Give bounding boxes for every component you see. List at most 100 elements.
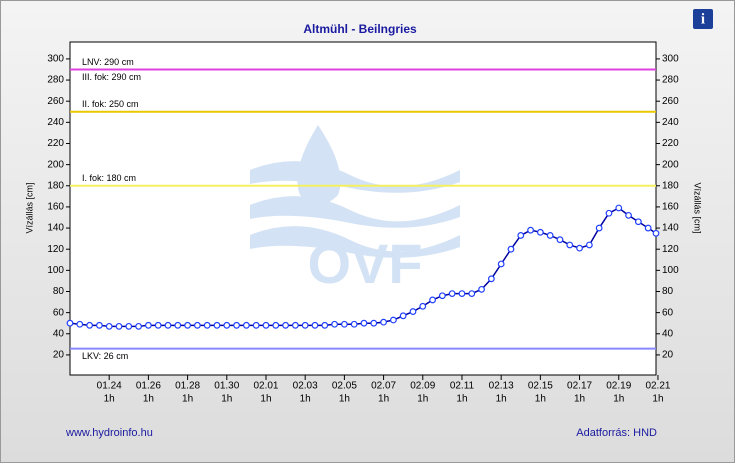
data-point xyxy=(184,321,191,329)
y2-tick-label: 60 xyxy=(662,307,674,318)
x-tick-label: 02.21 xyxy=(645,381,670,392)
data-point xyxy=(105,322,113,330)
data-point xyxy=(135,322,142,330)
level-label: I. fok: 180 cm xyxy=(82,173,136,183)
y2-tick-label: 280 xyxy=(662,75,679,86)
data-point xyxy=(213,321,221,329)
x-tick-sublabel: 1h xyxy=(496,394,507,405)
x-tick-sublabel: 1h xyxy=(221,394,232,405)
data-point xyxy=(652,229,660,237)
data-point xyxy=(242,321,250,329)
y2-tick-label: 140 xyxy=(662,223,679,234)
x-tick-sublabel: 1h xyxy=(104,394,115,405)
data-point xyxy=(154,321,162,329)
data-point xyxy=(144,321,152,329)
y-tick-label: 80 xyxy=(53,286,65,297)
level-label: LNV: 290 cm xyxy=(82,57,134,67)
data-point xyxy=(311,321,319,329)
x-tick-sublabel: 1h xyxy=(143,394,154,405)
x-tick-label: 02.15 xyxy=(528,381,553,392)
x-tick-sublabel: 1h xyxy=(417,394,428,405)
level-label: II. fok: 250 cm xyxy=(82,99,139,109)
y-tick-label: 60 xyxy=(53,307,65,318)
data-point xyxy=(566,241,574,249)
data-point xyxy=(389,316,397,324)
data-point xyxy=(95,321,103,329)
x-tick-sublabel: 1h xyxy=(456,394,467,405)
data-point xyxy=(438,292,446,300)
data-point xyxy=(282,321,289,329)
data-point xyxy=(527,226,534,234)
data-point xyxy=(625,211,632,219)
x-tick-label: 02.05 xyxy=(332,381,357,392)
data-point xyxy=(517,232,525,239)
data-point xyxy=(321,321,329,329)
x-tick-label: 01.28 xyxy=(175,381,200,392)
data-point xyxy=(536,228,544,236)
y-tick-label: 140 xyxy=(47,223,64,234)
y2-tick-label: 260 xyxy=(662,96,679,107)
data-point xyxy=(419,302,427,310)
y-tick-label: 200 xyxy=(47,159,64,170)
data-point xyxy=(380,318,387,326)
data-point xyxy=(399,312,407,320)
x-tick-sublabel: 1h xyxy=(378,394,389,405)
info-icon[interactable]: i xyxy=(693,9,713,29)
data-point xyxy=(634,218,642,226)
svg-text:i: i xyxy=(701,11,705,27)
y-tick-label: 40 xyxy=(53,328,65,339)
data-point xyxy=(193,321,201,329)
y-tick-label: 180 xyxy=(47,180,64,191)
data-point xyxy=(360,319,368,327)
footer-link[interactable]: www.hydroinfo.hu xyxy=(65,427,153,439)
data-point xyxy=(507,245,515,253)
y2-tick-label: 180 xyxy=(662,180,679,191)
data-point xyxy=(370,319,378,327)
y2-tick-label: 20 xyxy=(662,350,674,361)
data-point xyxy=(115,322,123,330)
x-tick-label: 02.03 xyxy=(293,381,318,392)
data-point xyxy=(448,290,456,298)
x-tick-label: 02.01 xyxy=(253,381,278,392)
data-point xyxy=(468,290,476,298)
x-tick-sublabel: 1h xyxy=(574,394,585,405)
data-point xyxy=(262,321,270,329)
data-point xyxy=(605,209,613,217)
data-point xyxy=(409,308,417,315)
data-point xyxy=(556,236,564,244)
y-axis-label: Vízállás [cm] xyxy=(24,182,34,233)
x-tick-sublabel: 1h xyxy=(300,394,311,405)
y-tick-label: 280 xyxy=(47,75,64,86)
y2-tick-label: 100 xyxy=(662,265,679,276)
x-tick-sublabel: 1h xyxy=(182,394,193,405)
x-tick-sublabel: 1h xyxy=(613,394,624,405)
data-point xyxy=(487,275,495,283)
y2-tick-label: 300 xyxy=(662,54,679,65)
x-tick-sublabel: 1h xyxy=(652,394,663,405)
data-point xyxy=(272,321,280,329)
data-point xyxy=(595,224,603,232)
x-tick-label: 02.07 xyxy=(371,381,396,392)
data-point xyxy=(429,296,436,304)
data-point xyxy=(233,321,240,329)
y-tick-label: 100 xyxy=(47,265,64,276)
data-point xyxy=(86,321,93,329)
data-point xyxy=(331,320,338,328)
y2-tick-label: 200 xyxy=(662,159,679,170)
y2-tick-label: 220 xyxy=(662,138,679,149)
data-point xyxy=(66,319,74,327)
y-tick-label: 20 xyxy=(53,350,65,361)
y-tick-label: 240 xyxy=(47,117,64,128)
x-tick-sublabel: 1h xyxy=(339,394,350,405)
y-tick-label: 220 xyxy=(47,138,64,149)
data-point xyxy=(125,322,133,330)
x-tick-label: 01.30 xyxy=(214,381,239,392)
data-point xyxy=(546,232,554,239)
data-point xyxy=(164,321,172,329)
data-point xyxy=(576,244,583,252)
level-label: LKV: 26 cm xyxy=(82,351,128,361)
chart-title: Altmühl - Beilngries xyxy=(303,22,417,36)
y2-tick-label: 240 xyxy=(662,117,679,128)
y2-tick-label: 120 xyxy=(662,244,679,255)
y-tick-label: 300 xyxy=(47,54,64,65)
